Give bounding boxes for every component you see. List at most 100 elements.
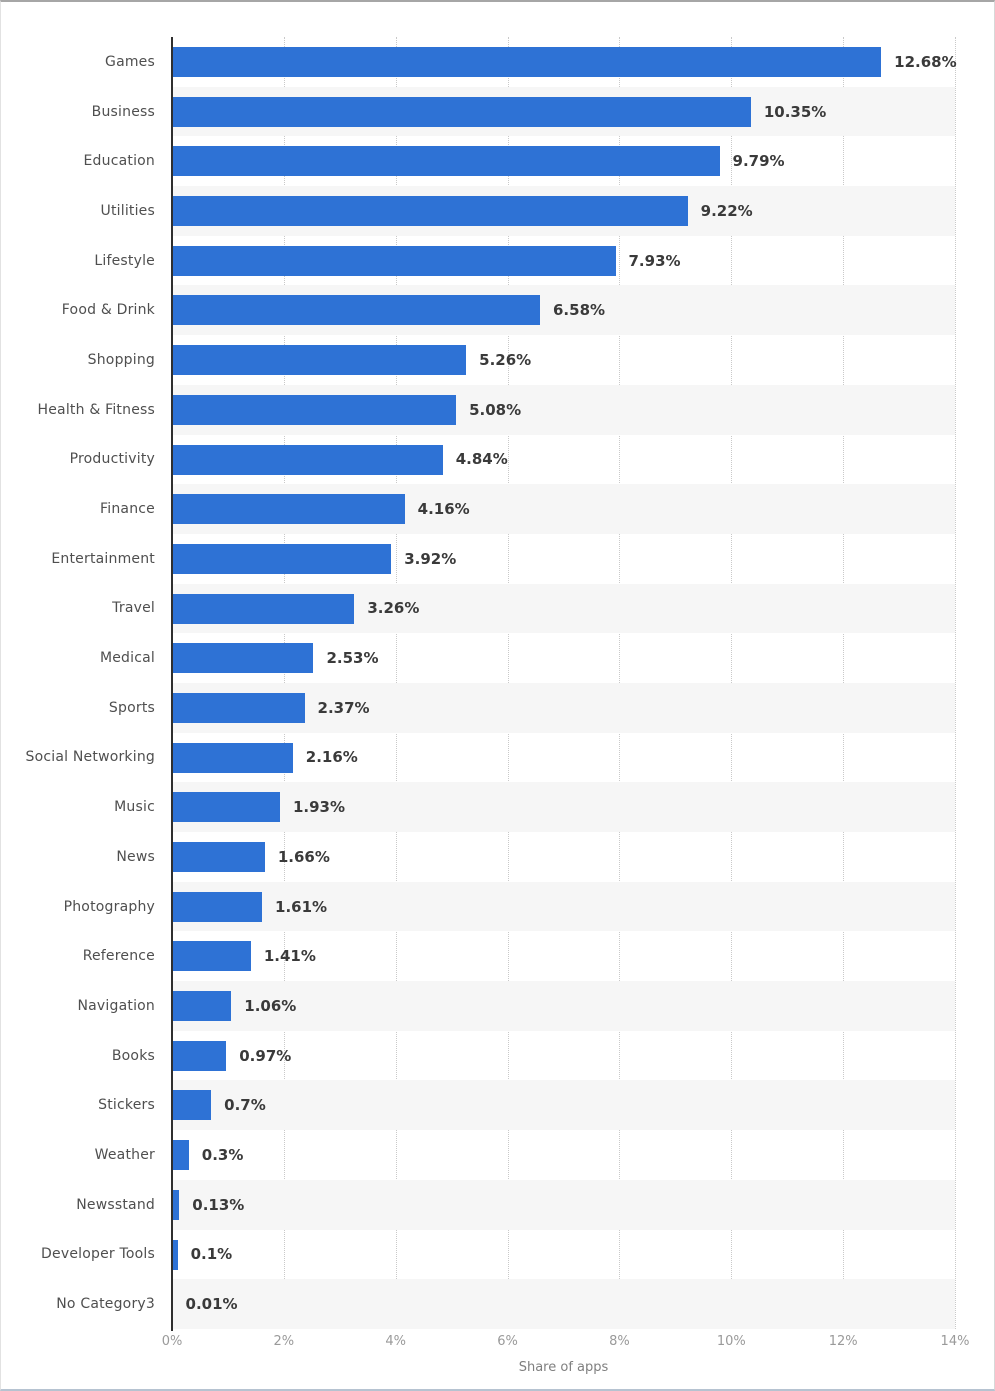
x-axis-ticks: 0% 2% 4% 6% 8% 10% 12% 14% xyxy=(1,1334,994,1352)
bar-track: 6.58% xyxy=(172,285,955,336)
bar[interactable] xyxy=(172,842,265,872)
bar-row: No Category3 0.01% xyxy=(1,1279,994,1329)
category-label: Utilities xyxy=(100,202,155,219)
bar-track: 3.26% xyxy=(172,583,955,634)
bar-track: 1.93% xyxy=(172,782,955,832)
value-label: 10.35% xyxy=(763,102,827,121)
x-tick-label: 2% xyxy=(273,1334,295,1349)
bar-track: 0.1% xyxy=(172,1230,955,1280)
bar-track: 0.3% xyxy=(172,1130,955,1180)
bar-track: 1.66% xyxy=(172,832,955,882)
value-label: 1.06% xyxy=(244,996,297,1015)
bar-row: Developer Tools 0.1% xyxy=(1,1230,994,1280)
bar-track: 5.26% xyxy=(172,335,955,385)
x-tick-label: 8% xyxy=(609,1334,630,1349)
category-label: No Category3 xyxy=(56,1296,155,1313)
value-label: 2.53% xyxy=(326,649,379,668)
bar-track: 2.16% xyxy=(172,733,955,783)
value-label: 0.13% xyxy=(192,1195,245,1214)
bar[interactable] xyxy=(172,96,751,127)
category-label: Finance xyxy=(100,501,155,518)
category-label: Medical xyxy=(99,650,155,667)
bar-track: 1.41% xyxy=(172,931,955,981)
bar-track: 12.68% xyxy=(172,37,957,87)
x-axis-title: Share of apps xyxy=(518,1360,609,1375)
x-tick-label: 4% xyxy=(385,1334,407,1349)
bar-row: Sports 2.37% xyxy=(1,682,994,733)
bar-track: 10.35% xyxy=(172,86,955,137)
bar-row: Entertainment 3.92% xyxy=(1,534,994,584)
bar-row: Music 1.93% xyxy=(1,782,994,832)
bar[interactable] xyxy=(172,295,540,326)
bar-rows: Games 12.68% Business 10.35% Education 9.79% U… xyxy=(1,37,994,1329)
bar[interactable] xyxy=(172,394,457,425)
category-label: Food & Drink xyxy=(61,302,155,319)
bar[interactable] xyxy=(172,146,720,177)
x-tick-label: 12% xyxy=(828,1334,858,1349)
value-label: 1.66% xyxy=(277,847,330,866)
category-label: Books xyxy=(111,1047,155,1064)
bar[interactable] xyxy=(172,692,305,723)
bar[interactable] xyxy=(172,891,263,922)
bar[interactable] xyxy=(172,1090,212,1121)
bar[interactable] xyxy=(172,1040,227,1071)
bar[interactable] xyxy=(172,494,405,525)
category-label: Photography xyxy=(63,898,155,915)
bar[interactable] xyxy=(172,245,616,276)
value-label: 0.01% xyxy=(185,1295,238,1314)
bar-row: Travel 3.26% xyxy=(1,583,994,634)
value-label: 5.08% xyxy=(469,400,522,419)
category-label: Social Networking xyxy=(25,749,155,766)
bar[interactable] xyxy=(172,1189,180,1220)
category-label: Developer Tools xyxy=(41,1246,155,1263)
category-label: Games xyxy=(105,53,155,70)
bar-row: Newsstand 0.13% xyxy=(1,1179,994,1230)
bar[interactable] xyxy=(172,593,355,624)
category-label: Travel xyxy=(112,600,155,617)
bar[interactable] xyxy=(172,941,251,972)
category-label: Lifestyle xyxy=(94,252,155,269)
category-label: Entertainment xyxy=(51,550,155,567)
bar[interactable] xyxy=(172,47,882,77)
bar[interactable] xyxy=(172,991,232,1022)
bar[interactable] xyxy=(172,742,293,773)
value-label: 4.84% xyxy=(455,450,508,469)
bar[interactable] xyxy=(172,1239,178,1270)
value-label: 0.7% xyxy=(224,1096,266,1115)
bar[interactable] xyxy=(172,792,280,823)
value-label: 1.41% xyxy=(263,947,316,966)
value-label: 1.93% xyxy=(292,798,345,817)
bar[interactable] xyxy=(172,444,443,475)
bar-track: 3.92% xyxy=(172,534,955,584)
value-label: 3.92% xyxy=(404,549,457,568)
bar-track: 5.08% xyxy=(172,384,955,435)
value-label: 3.26% xyxy=(367,599,420,618)
category-label: Business xyxy=(91,103,155,120)
bar-row: News 1.66% xyxy=(1,832,994,882)
bar[interactable] xyxy=(172,1140,189,1171)
category-label: News xyxy=(116,848,155,865)
value-label: 2.16% xyxy=(305,748,358,767)
bar-row: Business 10.35% xyxy=(1,86,994,137)
value-label: 0.3% xyxy=(201,1145,244,1164)
value-label: 9.79% xyxy=(732,152,785,171)
x-tick-label: 14% xyxy=(940,1334,970,1349)
value-label: 6.58% xyxy=(553,301,606,320)
bar[interactable] xyxy=(172,196,688,227)
bar-track: 0.13% xyxy=(172,1179,955,1230)
category-label: Reference xyxy=(82,948,155,965)
bar-track: 0.7% xyxy=(172,1080,955,1131)
bar[interactable] xyxy=(172,643,314,674)
bar[interactable] xyxy=(172,543,392,574)
value-label: 9.22% xyxy=(700,201,753,220)
value-label: 0.1% xyxy=(190,1245,233,1264)
category-label: Health & Fitness xyxy=(37,401,155,418)
bar-track: 9.22% xyxy=(172,186,955,236)
bar[interactable] xyxy=(172,345,467,376)
bar-row: Education 9.79% xyxy=(1,136,994,186)
bar-track: 2.37% xyxy=(172,682,955,733)
bar-row: Shopping 5.26% xyxy=(1,335,994,385)
category-label: Navigation xyxy=(77,997,155,1014)
bar-track: 0.01% xyxy=(172,1279,955,1329)
